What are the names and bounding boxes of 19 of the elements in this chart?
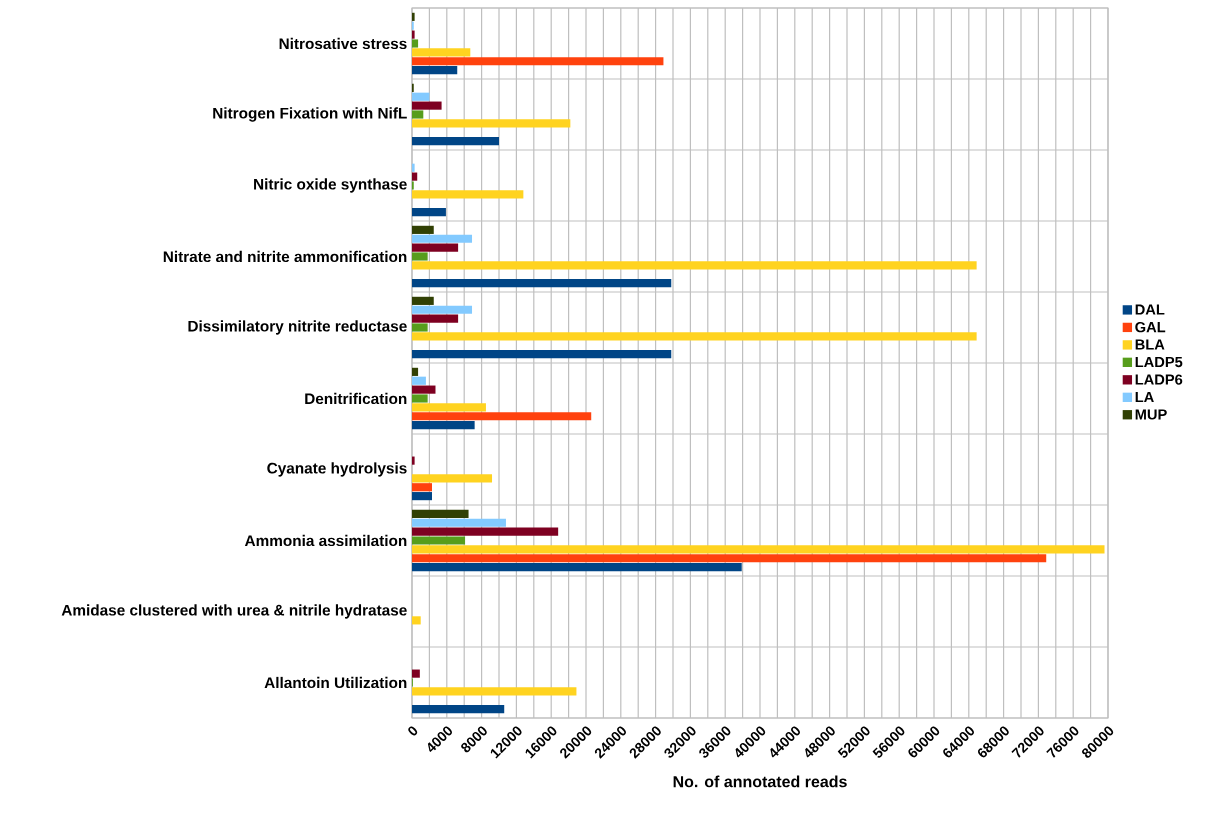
legend-label: DAL	[1135, 304, 1165, 315]
x-tick-label: 0	[408, 726, 418, 736]
y-tick-label: Allantoin Utilization	[264, 676, 407, 689]
legend-label: GAL	[1135, 321, 1166, 333]
legend-label: BLA	[1135, 339, 1165, 350]
legend-label: MUP	[1135, 409, 1167, 420]
y-tick-label: Nitric oxide synthase	[254, 178, 407, 193]
legend-label: LADP6	[1135, 374, 1183, 385]
y-tick-label: Cyanate hydrolysis	[267, 462, 407, 477]
y-tick-label: Amidase clustered with urea & nitrile hydratase	[61, 604, 407, 619]
y-tick-label: Nitrate and nitrite ammonification	[163, 250, 407, 263]
x-axis-title: No. of annotated reads	[673, 775, 847, 788]
y-tick-label: Denitrification	[305, 392, 407, 405]
y-tick-label: Nitrosative stress	[279, 37, 407, 50]
y-tick-label: Nitrogen Fixation with NifL	[213, 107, 407, 122]
y-tick-label: Ammonia assimilation	[244, 534, 407, 547]
legend-label: LADP5	[1135, 356, 1183, 368]
y-tick-label: Dissimilatory nitrite reductase	[188, 320, 407, 335]
legend-label: LA	[1135, 391, 1154, 403]
